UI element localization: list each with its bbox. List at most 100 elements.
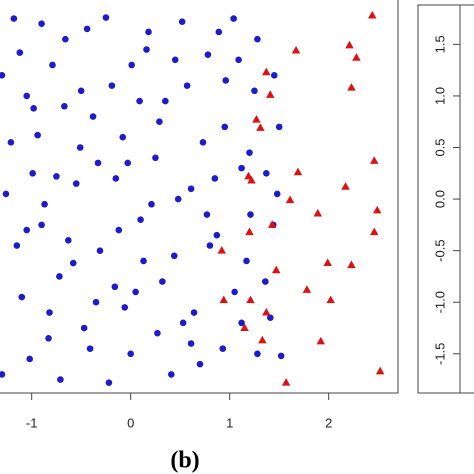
point [254,350,261,358]
point [26,355,34,363]
point [179,319,187,327]
point [13,242,21,249]
triangle-point [368,10,377,19]
point [203,211,211,218]
x-tick-label: 0 [127,415,134,430]
triangle-point [246,295,255,304]
point [238,319,245,327]
point [34,131,41,139]
point [61,102,68,110]
point [10,15,18,22]
triangle-point [262,307,271,316]
point [196,360,204,368]
point [204,51,212,58]
point [77,87,85,95]
triangle-point [272,265,281,274]
triangle-point [316,336,325,345]
plot-frame [0,0,399,394]
point [23,226,31,234]
triangle-point [281,378,291,386]
point [140,257,147,265]
point [108,82,116,89]
point [0,371,6,378]
point [80,324,88,332]
x-tick-label: 2 [325,415,332,430]
triangle-point [347,260,356,269]
triangle-point [252,115,261,123]
point [230,15,237,22]
point [0,72,6,79]
point [119,133,127,141]
point [112,175,120,182]
point [270,71,278,79]
point [94,159,102,167]
point [167,371,175,378]
triangle-point [375,366,385,375]
point [96,247,104,254]
point [211,175,219,182]
triangle-point [268,220,277,228]
point [111,283,119,291]
point [170,252,178,260]
point [57,376,64,383]
point [152,154,159,162]
point [18,293,26,301]
point [254,35,261,43]
point [263,169,270,177]
point [124,159,132,167]
point [127,350,134,358]
point [38,221,45,229]
point [136,97,143,105]
point [89,113,97,120]
point [102,14,110,21]
triangle-point [293,167,303,176]
point [273,190,281,198]
point [275,123,283,131]
triangle-point [219,295,228,304]
point [174,195,182,203]
point [72,180,80,187]
triangle-point [217,246,226,254]
point [213,231,221,239]
point [238,164,245,172]
point [199,139,207,146]
triangle-point [323,258,332,267]
point [2,190,10,198]
point [159,278,166,285]
point [65,237,72,244]
triangle-point [240,323,249,332]
triangle-point [370,227,379,236]
point [53,173,60,180]
point [251,87,258,95]
triangle-point [262,67,271,76]
point [86,345,94,352]
triangle-point [326,295,335,304]
triangle-point [302,285,312,293]
y-tick-label: -1.0 [432,291,447,313]
caption: (b) [170,448,199,474]
point [222,77,230,84]
point [187,340,195,347]
triangle-point [258,335,267,344]
x-tick-label: 1 [226,415,233,430]
point [183,82,191,89]
point [29,169,36,177]
point [132,288,139,296]
point [148,200,155,208]
point [115,226,123,234]
point [156,118,163,126]
point [215,28,223,36]
triangle-point [313,208,323,217]
panel-frame [417,4,474,394]
y-tick-label: 0.5 [432,138,447,156]
triangle-point [245,227,254,236]
point [262,278,269,285]
triangle-point [247,175,256,184]
triangle-point [244,171,253,180]
triangle-point [370,156,379,164]
point [143,46,150,53]
triangle-point [345,40,354,49]
point [45,335,52,342]
point [187,185,195,193]
